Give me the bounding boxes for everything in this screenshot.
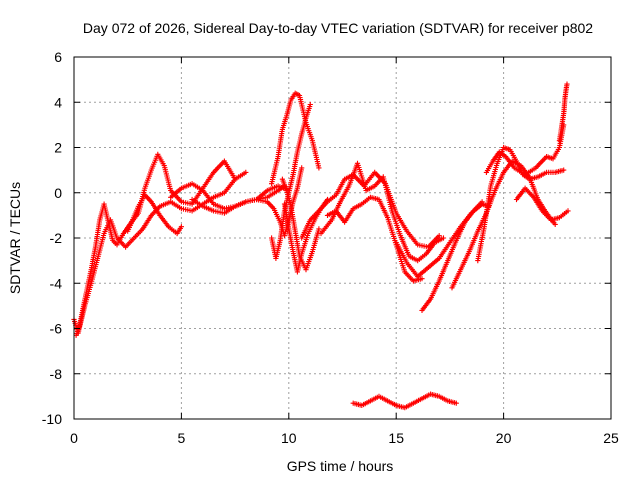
y-tick-labels: -10 -8 -6 -4 -2 0 2 4 6 (42, 49, 62, 427)
plus-markers (279, 176, 322, 273)
series-arc-19 (513, 185, 571, 223)
series-arc-17 (475, 144, 567, 264)
x-tick-label: 20 (496, 430, 512, 446)
x-axis-label: GPS time / hours (287, 458, 394, 474)
y-tick-label: -6 (50, 321, 63, 337)
series-arc-20 (556, 81, 570, 144)
x-tick-labels: 0 5 10 15 20 25 (70, 430, 619, 446)
plus-markers (350, 391, 459, 411)
y-tick-label: 4 (54, 94, 62, 110)
y-tick-label: 0 (54, 185, 62, 201)
series-arc-5 (189, 183, 292, 216)
series-arc-12 (318, 160, 447, 264)
y-tick-label: 6 (54, 49, 62, 65)
x-tick-label: 15 (388, 430, 404, 446)
y-axis-label: SDTVAR / TECUs (7, 182, 23, 294)
plus-markers (73, 169, 249, 338)
x-tick-label: 10 (281, 430, 297, 446)
y-tick-label: -10 (42, 411, 62, 427)
series-arc-7 (269, 90, 322, 187)
y-tick-label: 2 (54, 140, 62, 156)
series-arc-3 (125, 192, 184, 237)
x-tick-label: 25 (603, 430, 619, 446)
plus-markers (419, 199, 485, 313)
data-points (71, 81, 571, 411)
axis-ticks (73, 56, 612, 420)
plus-markers (556, 81, 570, 144)
plus-markers (513, 185, 571, 223)
x-tick-label: 5 (178, 430, 186, 446)
y-tick-label: -8 (50, 366, 63, 382)
plus-markers (269, 90, 322, 187)
series-arc-9 (279, 176, 322, 273)
plus-markers (475, 144, 567, 264)
x-tick-label: 0 (70, 430, 78, 446)
series-arc-15 (419, 199, 485, 313)
plus-markers (189, 183, 292, 216)
y-tick-label: -4 (50, 275, 63, 291)
chart-title: Day 072 of 2026, Sidereal Day-to-day VTE… (83, 20, 593, 36)
series-arc-21 (350, 391, 459, 411)
series-arc-13 (324, 194, 425, 284)
plus-markers (125, 192, 184, 237)
series-arc-18 (483, 122, 567, 178)
plus-markers (324, 194, 425, 284)
y-tick-label: -2 (50, 230, 63, 246)
